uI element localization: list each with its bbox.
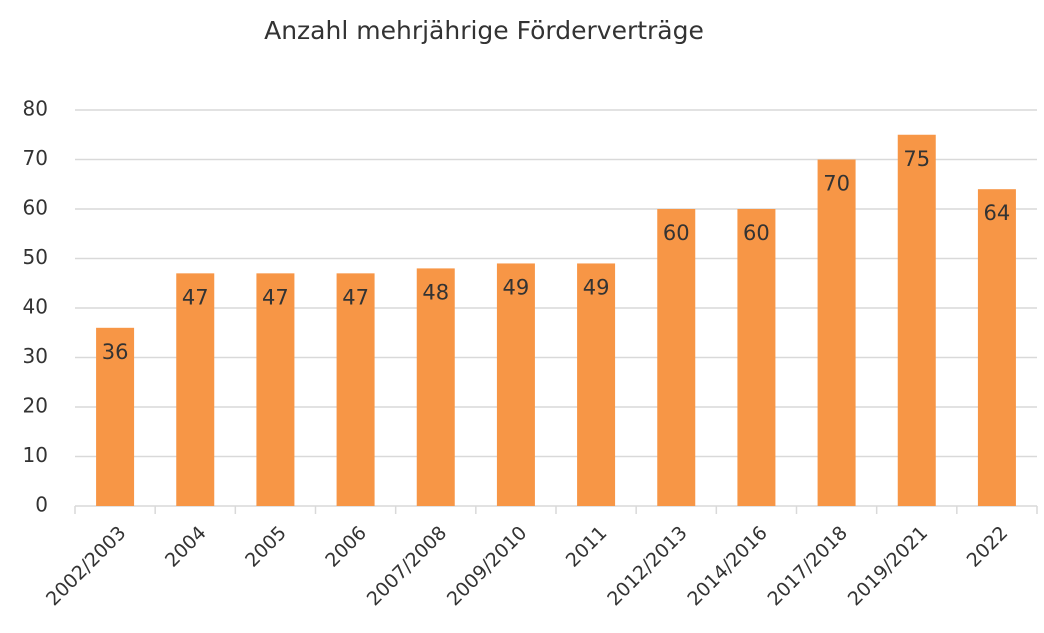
x-tick-label: 2006: [321, 522, 371, 572]
data-label: 70: [823, 172, 850, 196]
x-tick-label: 2012/2013: [603, 522, 691, 610]
bar: [737, 209, 776, 506]
x-tick-label: 2004: [161, 522, 211, 572]
data-label: 49: [503, 275, 530, 299]
x-tick-label: 2002/2003: [42, 522, 130, 610]
x-tick-label: 2011: [562, 522, 612, 572]
bar: [577, 263, 616, 506]
data-label: 60: [743, 221, 770, 245]
data-label: 47: [262, 285, 289, 309]
chart-title: Anzahl mehrjährige Förderverträge: [264, 16, 704, 45]
bar: [256, 273, 295, 506]
y-tick-label: 0: [35, 493, 48, 517]
bar: [336, 273, 375, 506]
data-label: 49: [583, 275, 610, 299]
x-tick-label: 2014/2016: [683, 522, 771, 610]
bar: [817, 159, 856, 506]
x-tick-label: 2005: [241, 522, 291, 572]
x-tick-label: 2017/2018: [764, 522, 852, 610]
data-label: 47: [342, 285, 369, 309]
x-tick-label: 2019/2021: [844, 522, 932, 610]
data-label: 64: [984, 201, 1011, 225]
x-tick-label: 2009/2010: [443, 522, 531, 610]
y-tick-label: 50: [23, 245, 48, 269]
bar: [897, 134, 936, 506]
bar: [176, 273, 215, 506]
y-tick-label: 80: [23, 97, 48, 121]
y-tick-label: 10: [23, 443, 48, 467]
y-tick-label: 70: [23, 146, 48, 170]
x-tick-label: 2007/2008: [363, 522, 451, 610]
bar: [977, 189, 1016, 506]
data-label: 48: [422, 280, 449, 304]
data-label: 47: [182, 285, 209, 309]
bar: [657, 209, 696, 506]
data-label: 36: [102, 340, 129, 364]
x-tick-label: 2022: [963, 522, 1013, 572]
bar: [416, 268, 455, 506]
data-label: 60: [663, 221, 690, 245]
y-tick-label: 60: [23, 196, 48, 220]
bar: [496, 263, 535, 506]
bar: [96, 327, 135, 506]
y-tick-label: 40: [23, 295, 48, 319]
y-tick-label: 30: [23, 344, 48, 368]
y-tick-label: 20: [23, 394, 48, 418]
data-label: 75: [903, 147, 930, 171]
